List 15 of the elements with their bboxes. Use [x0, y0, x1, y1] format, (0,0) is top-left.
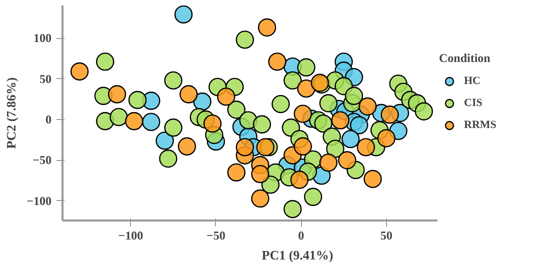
x-tick-label: −100 — [118, 228, 144, 242]
y-tick-label: −100 — [26, 194, 52, 208]
x-tick-label: 0 — [298, 228, 304, 242]
legend-label: HC — [464, 75, 482, 87]
y-tick-label: −50 — [32, 153, 52, 168]
x-axis-title: PC1 (9.41%) — [262, 248, 334, 262]
y-axis-title: PC2 (7.86%) — [4, 77, 19, 149]
x-tick-label: 50 — [380, 228, 392, 242]
x-tick-label: −50 — [206, 228, 226, 242]
legend-label: CIS — [464, 97, 484, 109]
y-tick-label: 100 — [34, 31, 52, 46]
legend-label: RRMS — [464, 119, 496, 131]
y-tick-label: 0 — [46, 112, 52, 127]
legend-title: Condition — [439, 51, 492, 66]
y-tick-label: 50 — [40, 72, 52, 86]
